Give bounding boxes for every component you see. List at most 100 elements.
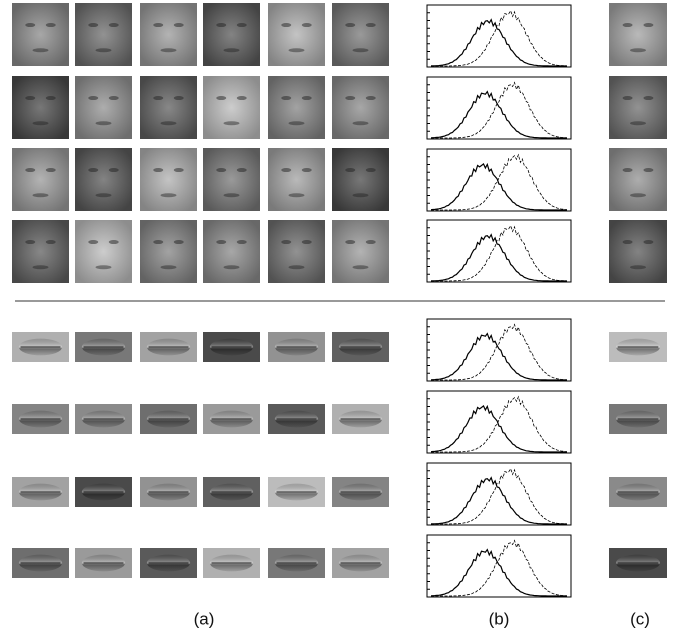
eye bbox=[174, 240, 184, 244]
eye bbox=[109, 23, 119, 27]
eye bbox=[345, 23, 355, 27]
eye bbox=[366, 168, 376, 172]
mouth bbox=[224, 265, 240, 269]
eye bbox=[643, 96, 653, 100]
eye bbox=[281, 240, 291, 244]
mouth bbox=[353, 193, 369, 197]
eye bbox=[174, 96, 184, 100]
mouth bbox=[289, 193, 305, 197]
face-shading bbox=[332, 3, 389, 66]
face-shading bbox=[12, 76, 69, 139]
face-shading bbox=[75, 148, 132, 211]
eye bbox=[46, 168, 56, 172]
eye bbox=[345, 96, 355, 100]
face-shading bbox=[140, 3, 197, 66]
eye bbox=[25, 240, 35, 244]
histogram-curve bbox=[431, 226, 567, 281]
eye bbox=[281, 96, 291, 100]
mouth bbox=[630, 48, 646, 52]
mouth bbox=[96, 193, 112, 197]
eye bbox=[366, 96, 376, 100]
histogram-curve bbox=[431, 334, 567, 380]
mouth bbox=[353, 121, 369, 125]
face-shading bbox=[268, 148, 325, 211]
face-shading bbox=[609, 76, 667, 139]
face-shading bbox=[332, 220, 389, 283]
mouth bbox=[161, 193, 177, 197]
histogram-curve bbox=[431, 92, 567, 138]
face-shading bbox=[203, 76, 260, 139]
eye bbox=[237, 240, 247, 244]
histogram-curve bbox=[431, 20, 567, 66]
mouth bbox=[33, 121, 49, 125]
histogram-curve bbox=[431, 550, 567, 596]
eye bbox=[281, 23, 291, 27]
face-shading bbox=[12, 3, 69, 66]
face-shading bbox=[140, 148, 197, 211]
mouth bbox=[161, 48, 177, 52]
face-shading bbox=[332, 76, 389, 139]
eye bbox=[237, 96, 247, 100]
histogram-frame bbox=[427, 149, 571, 211]
face-shading bbox=[268, 220, 325, 283]
eye bbox=[237, 23, 247, 27]
eye bbox=[153, 23, 163, 27]
mouth bbox=[96, 265, 112, 269]
eye bbox=[623, 23, 633, 27]
eye bbox=[88, 23, 98, 27]
eye bbox=[281, 168, 291, 172]
face-shading bbox=[268, 3, 325, 66]
eye bbox=[216, 240, 226, 244]
histogram-curve bbox=[431, 83, 567, 139]
eye bbox=[237, 168, 247, 172]
eye bbox=[25, 23, 35, 27]
eye bbox=[25, 96, 35, 100]
histogram-curve bbox=[431, 469, 567, 524]
mouth bbox=[630, 265, 646, 269]
eye bbox=[46, 23, 56, 27]
histogram-frame bbox=[427, 463, 571, 525]
mouth bbox=[630, 121, 646, 125]
face-shading bbox=[609, 3, 667, 66]
mouth bbox=[289, 265, 305, 269]
histogram-frame bbox=[427, 319, 571, 381]
eye bbox=[174, 168, 184, 172]
mouth bbox=[96, 48, 112, 52]
mouth bbox=[353, 48, 369, 52]
eye bbox=[88, 96, 98, 100]
mouth bbox=[33, 48, 49, 52]
histogram-curve bbox=[431, 541, 567, 597]
face-shading bbox=[75, 3, 132, 66]
histogram-curve bbox=[431, 406, 567, 452]
eye bbox=[88, 240, 98, 244]
histogram-frame bbox=[427, 77, 571, 139]
figure: (a) (b) (c) bbox=[0, 0, 679, 639]
face-shading bbox=[140, 220, 197, 283]
eye bbox=[153, 168, 163, 172]
panel-label: (c) bbox=[630, 609, 650, 628]
histogram-curve bbox=[431, 478, 567, 524]
eye bbox=[174, 23, 184, 27]
eye bbox=[643, 168, 653, 172]
eye bbox=[345, 240, 355, 244]
eye bbox=[153, 96, 163, 100]
eye bbox=[46, 96, 56, 100]
eye bbox=[366, 23, 376, 27]
page: (a) (b) (c) (() => { const data = JSON.p… bbox=[0, 0, 679, 639]
histogram-frame bbox=[427, 220, 571, 282]
mouth bbox=[33, 193, 49, 197]
mouth bbox=[630, 193, 646, 197]
eye bbox=[302, 23, 312, 27]
panel-label: (a) bbox=[194, 609, 215, 628]
histogram-curve bbox=[431, 164, 567, 210]
eye bbox=[153, 240, 163, 244]
eye bbox=[302, 96, 312, 100]
face-shading bbox=[203, 148, 260, 211]
eye bbox=[216, 96, 226, 100]
eye bbox=[216, 168, 226, 172]
face-shading bbox=[609, 220, 667, 283]
face-shading bbox=[332, 148, 389, 211]
face-shading bbox=[75, 76, 132, 139]
mouth bbox=[33, 265, 49, 269]
face-shading bbox=[203, 3, 260, 66]
